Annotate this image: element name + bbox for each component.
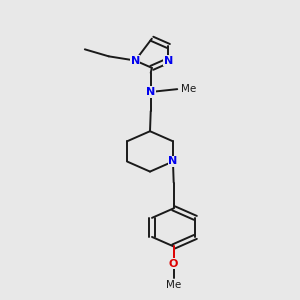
Text: N: N [168,157,178,166]
Text: N: N [164,56,173,65]
Text: N: N [146,87,155,97]
Text: O: O [169,259,178,269]
Text: Me: Me [181,84,196,94]
Text: Me: Me [166,280,181,290]
Text: N: N [130,56,140,65]
